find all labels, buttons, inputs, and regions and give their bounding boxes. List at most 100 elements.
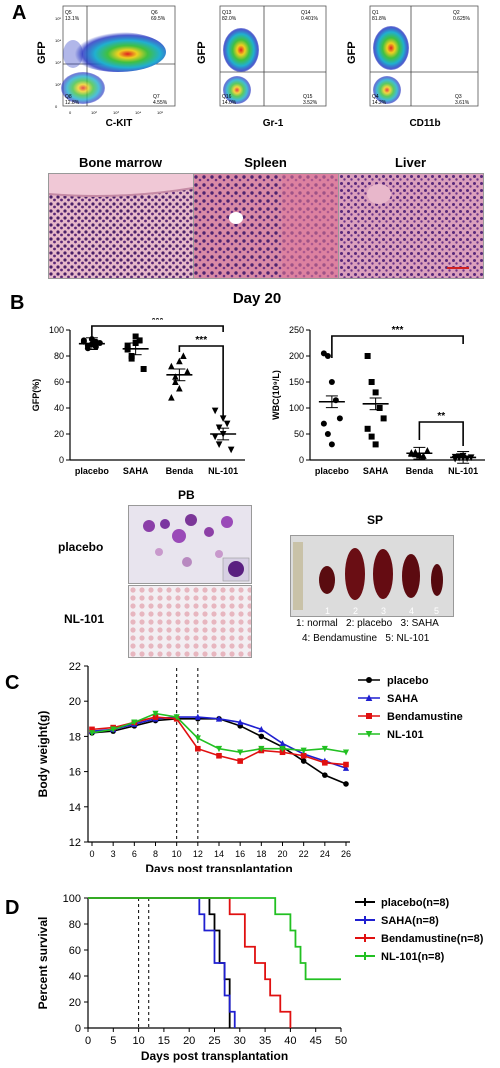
data-point <box>372 441 379 448</box>
significance-label: *** <box>195 335 207 346</box>
x-tick-label: 18 <box>256 849 266 859</box>
svg-text:Q6: Q6 <box>151 10 158 16</box>
data-point <box>258 726 265 733</box>
y-axis-label: Percent survival <box>36 917 50 1010</box>
legend-label: SAHA <box>387 693 418 705</box>
data-point <box>211 407 219 415</box>
panel-letter-b: B <box>10 292 25 314</box>
x-tick-label: Benda <box>166 466 195 476</box>
svg-text:Q13: Q13 <box>222 10 232 16</box>
svg-text:0: 0 <box>69 110 72 115</box>
data-point <box>215 745 223 753</box>
data-point <box>368 433 375 440</box>
data-point <box>216 752 222 759</box>
histology-title-bone-marrow: Bone marrow <box>78 155 163 170</box>
survival-curve-3 <box>88 897 341 981</box>
spleen-number: 3 <box>381 606 386 616</box>
x-tick-label: placebo <box>75 466 110 476</box>
quad-label: Q5 <box>65 10 72 16</box>
legend-marker <box>365 694 373 701</box>
data-point <box>89 726 95 733</box>
y-tick-label: 0 <box>59 455 64 465</box>
data-point <box>131 719 138 726</box>
significance-bracket <box>331 335 464 358</box>
svg-text:Q14: Q14 <box>301 10 311 16</box>
data-point <box>88 730 96 737</box>
x-tick-label: 35 <box>259 1035 271 1047</box>
flow-ylabel: GFP <box>346 41 358 64</box>
svg-text:Q7: Q7 <box>153 94 160 100</box>
y-tick-label: 100 <box>49 325 64 335</box>
data-point <box>237 749 244 756</box>
data-point <box>180 352 187 359</box>
data-point <box>223 420 231 428</box>
day-title: Day 20 <box>232 290 282 307</box>
data-point <box>258 745 265 753</box>
spleen-number: 5 <box>434 606 439 616</box>
flow-plot-cd11b: Q1 81.8% Q2 0.625% Q4 14.2% Q3 3.61% GFP… <box>346 5 479 129</box>
x-tick-label: 22 <box>299 849 309 859</box>
y-tick-label: 0 <box>75 1023 81 1035</box>
panel-letter-c: C <box>5 672 20 694</box>
data-point <box>140 366 147 372</box>
x-tick-label: NL-101 <box>208 466 238 476</box>
x-tick-label: NL-101 <box>448 466 478 476</box>
data-point <box>328 379 335 385</box>
svg-text:Q2: Q2 <box>453 10 460 16</box>
y-axis-label: WBC(10⁹/L) <box>271 370 281 420</box>
data-point <box>324 353 331 359</box>
legend-label: Bendamustine(n=8) <box>381 933 484 945</box>
significance-label: *** <box>392 325 404 336</box>
y-tick-label: 60 <box>54 377 64 387</box>
significance-label: *** <box>152 318 164 326</box>
x-axis-label: Days post transplantation <box>141 1049 288 1063</box>
data-point <box>321 745 328 753</box>
svg-text:10⁵: 10⁵ <box>55 16 61 21</box>
svg-text:3.61%: 3.61% <box>455 100 470 106</box>
y-tick-label: 100 <box>289 403 304 413</box>
legend-label: NL-101(n=8) <box>381 951 445 963</box>
histology-title-spleen: Spleen <box>244 155 287 170</box>
x-tick-label: 20 <box>183 1035 195 1047</box>
histology-liver-image <box>338 173 484 279</box>
svg-text:14.0%: 14.0% <box>222 100 237 106</box>
significance-label: ** <box>437 411 445 422</box>
data-point <box>152 710 159 717</box>
data-point <box>279 745 286 753</box>
data-point <box>343 781 349 787</box>
data-point <box>300 758 307 764</box>
pb-smear-nl101-image <box>128 585 252 658</box>
x-tick-label: 16 <box>235 849 245 859</box>
data-point <box>380 415 387 422</box>
x-tick-label: 0 <box>85 1035 91 1047</box>
data-point <box>172 373 179 380</box>
y-tick-label: 50 <box>294 429 304 439</box>
data-point <box>80 337 87 344</box>
data-point <box>168 394 175 401</box>
x-tick-label: 24 <box>320 849 330 859</box>
significance-bracket <box>178 345 224 418</box>
svg-text:10²: 10² <box>55 82 61 87</box>
svg-text:0.401%: 0.401% <box>301 16 319 22</box>
x-tick-label: 0 <box>89 849 94 859</box>
data-point <box>172 378 179 385</box>
data-point <box>132 333 139 340</box>
data-point <box>237 718 244 726</box>
series-line-1 <box>91 716 347 769</box>
legend-label: Bendamustine <box>387 711 463 723</box>
data-point <box>300 752 307 759</box>
x-tick-label: 20 <box>277 849 287 859</box>
x-tick-label: 5 <box>110 1035 116 1047</box>
pb-row-label-nl101: NL-101 <box>64 612 105 626</box>
x-tick-label: 40 <box>284 1035 296 1047</box>
y-tick-label: 100 <box>63 893 81 905</box>
svg-text:10²: 10² <box>91 110 97 115</box>
data-point <box>173 714 180 721</box>
y-tick-label: 80 <box>69 919 81 931</box>
svg-text:10⁵: 10⁵ <box>157 110 163 115</box>
data-point <box>342 764 350 771</box>
histology-title-liver: Liver <box>394 155 427 170</box>
x-tick-label: 14 <box>214 849 224 859</box>
data-point <box>215 441 223 448</box>
y-tick-label: 20 <box>69 696 81 708</box>
